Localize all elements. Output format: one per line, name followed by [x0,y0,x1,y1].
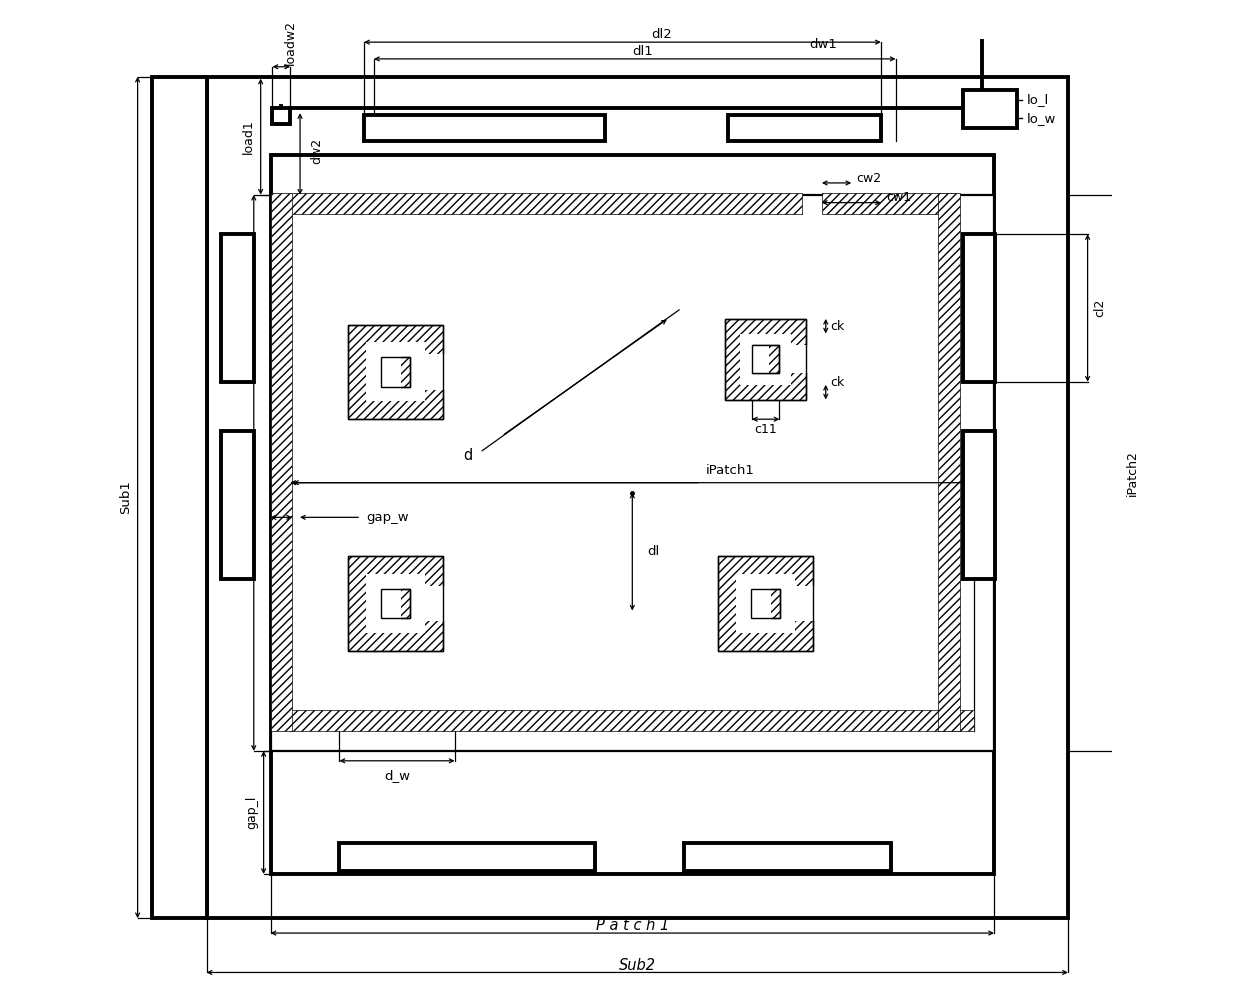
Bar [725,319,806,400]
Bar [750,585,771,621]
Bar [365,115,605,141]
Bar [340,843,595,871]
Bar [962,431,994,579]
Bar [420,354,446,390]
Bar [962,234,994,382]
Text: lo_l: lo_l [1027,93,1049,106]
Text: iPatch2: iPatch2 [1126,449,1138,496]
Bar [381,357,410,387]
Text: load1: load1 [242,119,254,154]
Text: c11: c11 [754,423,777,436]
Bar [751,345,769,373]
Bar [348,325,443,419]
Bar [787,345,808,373]
Bar [379,585,401,621]
Bar [221,234,254,382]
Bar [270,193,293,732]
Text: ck: ck [831,376,844,389]
Bar [207,76,1068,919]
Bar [366,343,425,402]
Bar [381,357,410,387]
Bar [684,843,890,871]
Text: cw1: cw1 [885,191,911,204]
Bar [790,585,816,621]
Bar [725,319,806,400]
Bar [420,585,446,621]
Text: ck: ck [831,320,844,333]
Text: dw1: dw1 [810,38,837,50]
Text: lo_w: lo_w [1027,112,1056,125]
Bar [273,108,290,124]
Bar [728,115,880,141]
Bar [290,215,975,732]
Text: loadw2: loadw2 [284,20,298,64]
Text: dl: dl [647,545,660,558]
Bar [718,556,813,650]
Bar [153,76,207,919]
Text: d_w: d_w [384,769,410,782]
Bar [348,325,443,419]
Bar [290,710,975,732]
Text: gap_l: gap_l [246,796,258,830]
Bar [221,431,254,579]
Bar [270,195,994,751]
Text: dw2: dw2 [310,139,322,164]
Text: gap_w: gap_w [366,511,409,524]
Bar [366,574,425,633]
Text: P a t c h 1: P a t c h 1 [595,918,668,933]
Bar [348,556,443,650]
Bar [937,193,960,732]
Bar [751,588,780,618]
Bar [751,346,780,373]
Text: Sub1: Sub1 [119,480,133,515]
Bar [379,354,401,390]
Bar [348,556,443,650]
Text: d: d [463,448,472,463]
Bar [381,588,410,618]
Bar [718,556,813,650]
Bar [751,588,780,618]
Bar [822,193,955,215]
Bar [381,588,410,618]
Text: Sub2: Sub2 [619,958,656,973]
Text: cw2: cw2 [857,171,882,184]
Text: cl2: cl2 [1092,299,1106,317]
Text: iPatch1: iPatch1 [706,464,754,477]
Text: Patch2: Patch2 [233,450,246,495]
Bar [751,346,780,373]
Bar [270,155,994,874]
Bar [962,90,1017,128]
Text: dl2: dl2 [651,28,672,41]
Bar [740,334,791,385]
Bar [737,574,795,633]
Bar [290,193,802,215]
Text: dl1: dl1 [631,45,652,57]
